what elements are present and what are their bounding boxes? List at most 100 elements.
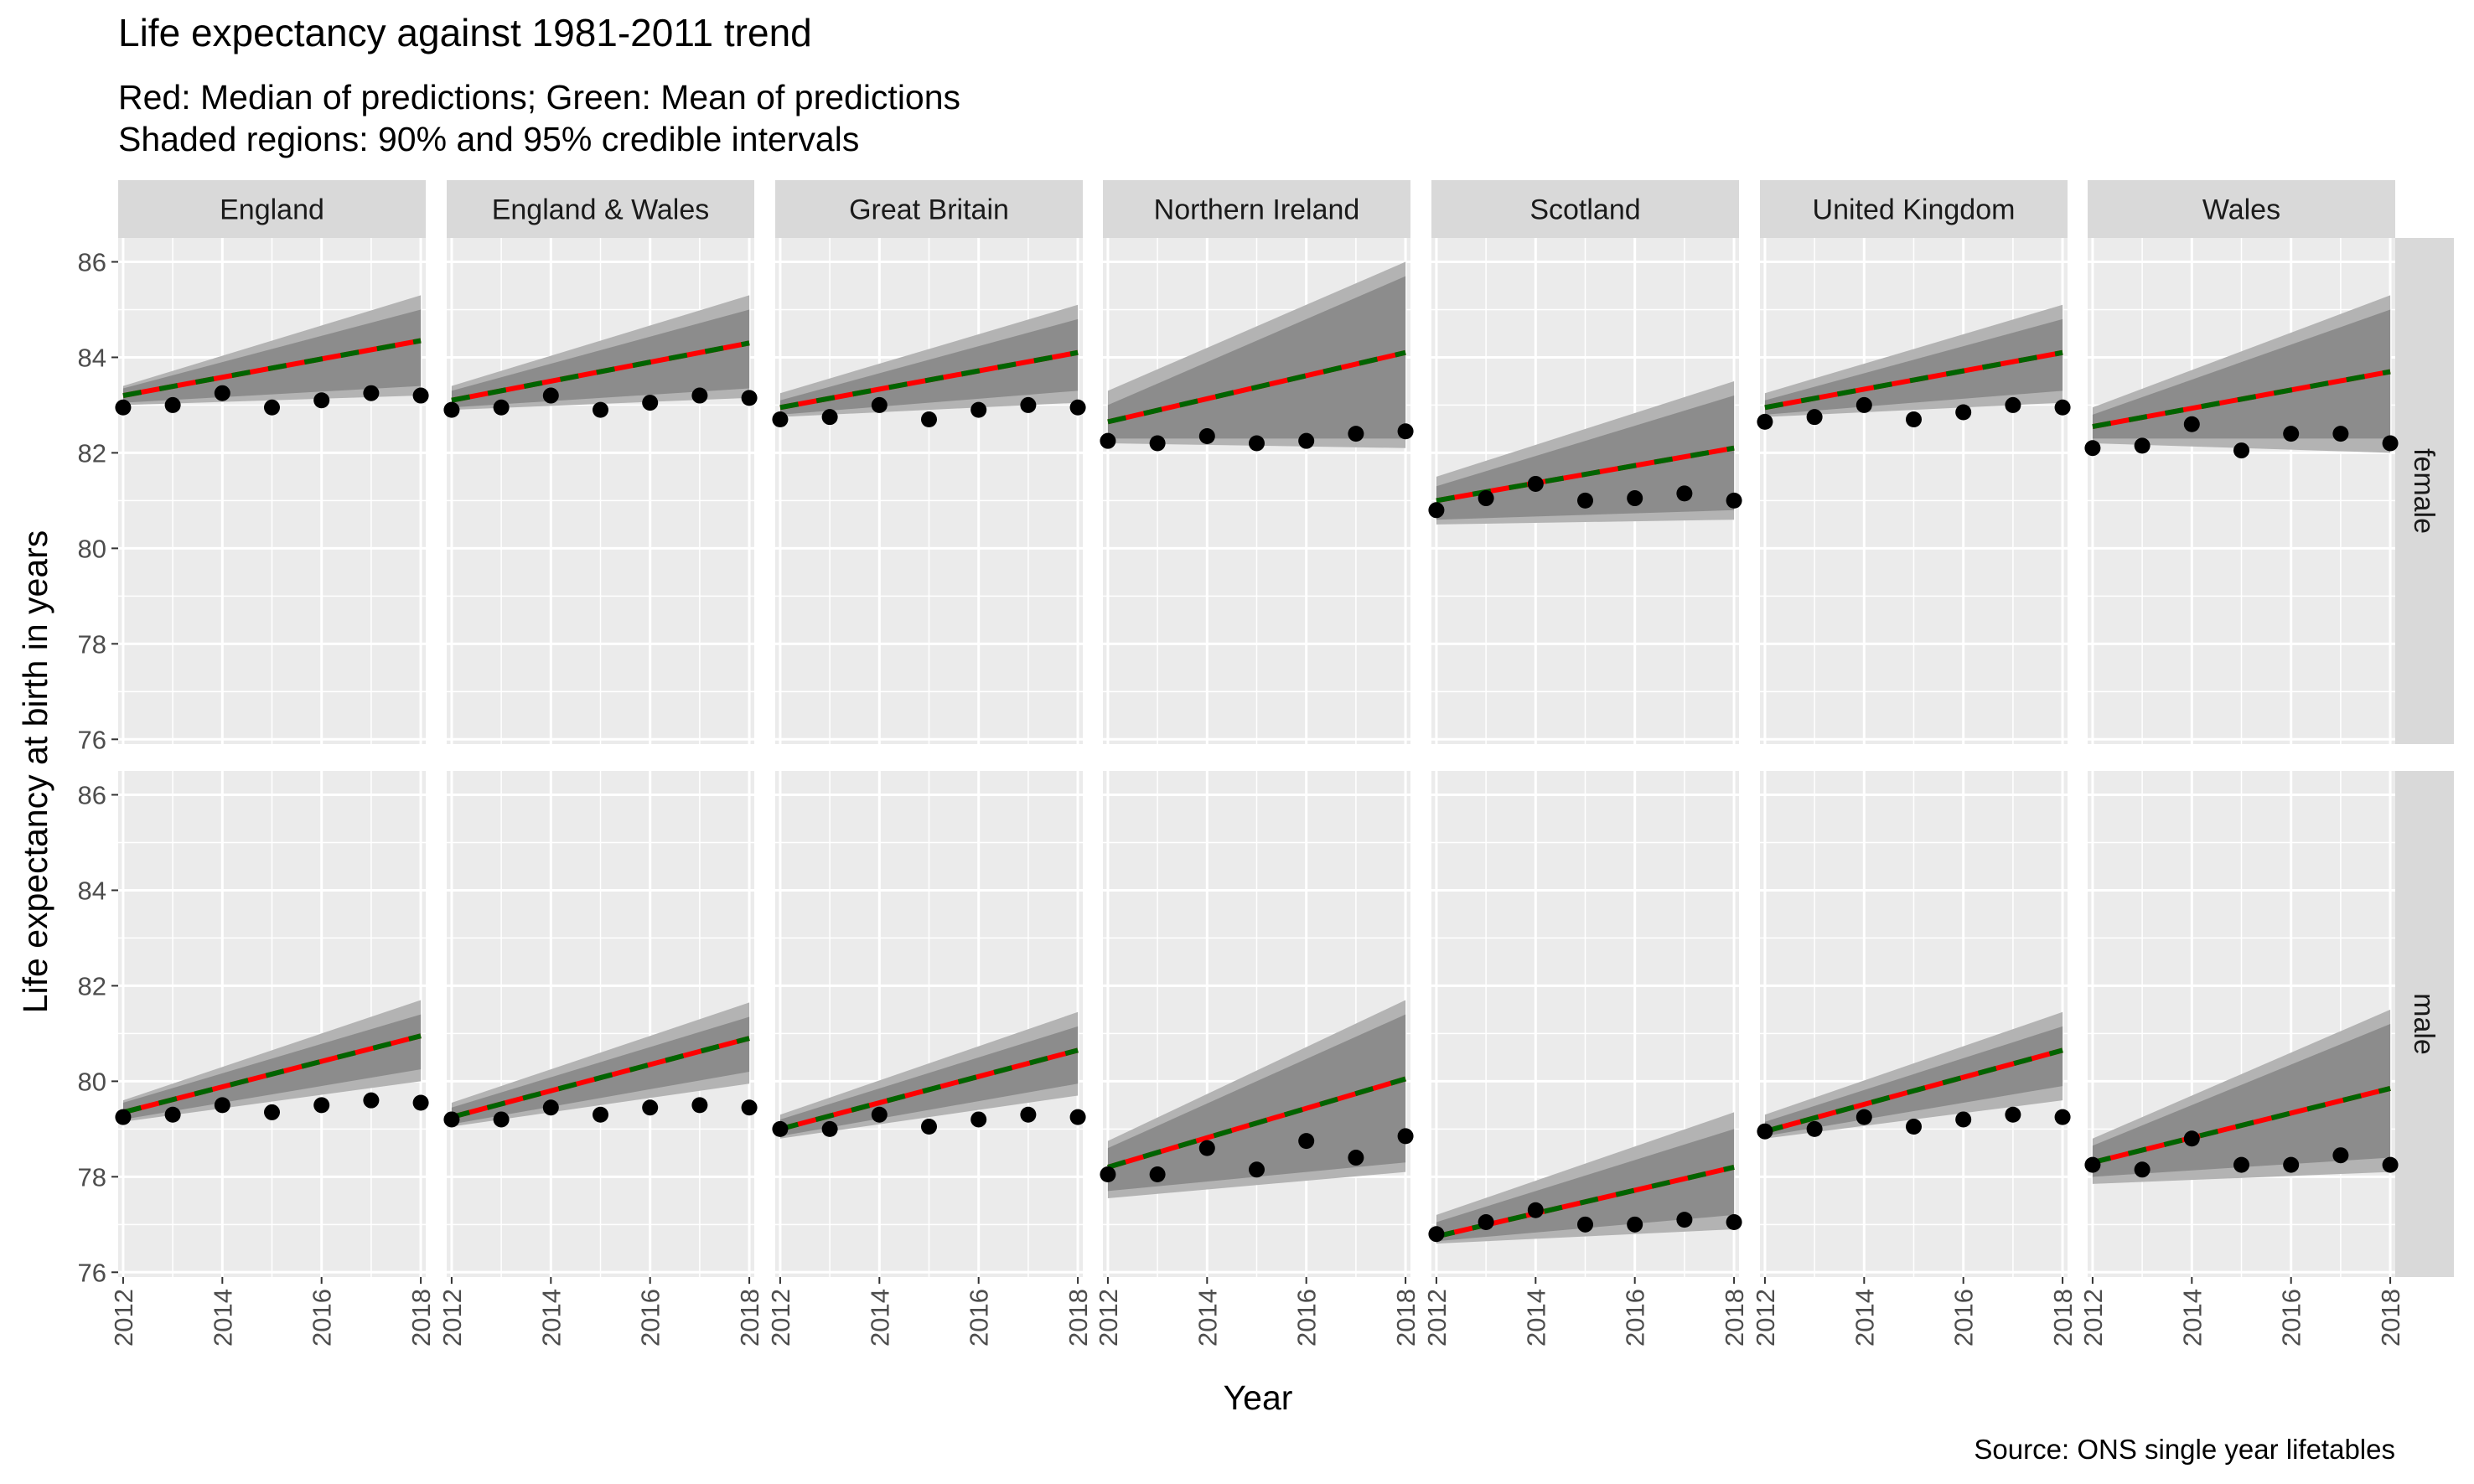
x-tick-label: 2014 (1193, 1289, 1222, 1347)
observed-point-2015 (1577, 492, 1593, 509)
observed-point-2014 (214, 1097, 230, 1114)
x-tick-label: 2018 (2048, 1289, 2078, 1347)
mean-prediction-line (122, 1033, 422, 1115)
x-tick-label: 2016 (308, 1289, 337, 1347)
mean-prediction-line (779, 349, 1079, 411)
x-tick-label: 2012 (109, 1289, 138, 1347)
observed-point-2013 (1149, 435, 1166, 452)
observed-point-2016 (642, 395, 659, 411)
observed-point-2013 (493, 1111, 510, 1128)
observed-point-2018 (1726, 1213, 1742, 1230)
observed-point-2012 (115, 399, 132, 416)
observed-point-2016 (1955, 404, 1972, 421)
observed-point-2016 (970, 401, 987, 418)
observed-point-2013 (1149, 1166, 1166, 1182)
observed-point-2017 (1676, 1212, 1693, 1228)
observed-point-2017 (1020, 396, 1037, 413)
observed-point-2015 (593, 401, 608, 418)
x-tick-label: 2016 (2277, 1289, 2306, 1347)
observed-point-2012 (772, 411, 789, 428)
observed-point-2017 (2005, 396, 2021, 413)
observed-point-2018 (412, 1094, 429, 1111)
observed-point-2012 (2084, 1156, 2101, 1173)
observed-point-2012 (443, 1111, 460, 1128)
observed-point-2014 (1856, 1109, 1872, 1125)
x-tick-label: 2014 (1850, 1289, 1879, 1347)
row-strip-male (2395, 771, 2454, 1277)
strip-scotland (1431, 180, 1739, 238)
observed-point-2017 (2005, 1106, 2021, 1123)
strip-united-kingdom (1760, 180, 2068, 238)
observed-point-2018 (2382, 1156, 2399, 1173)
chart-subtitle-line-2: Shaded regions: 90% and 95% credible int… (118, 120, 859, 158)
y-tick-label: 78 (78, 1162, 106, 1192)
observed-point-2015 (264, 1104, 280, 1120)
observed-point-2015 (1249, 435, 1265, 452)
observed-point-2015 (1577, 1216, 1593, 1233)
observed-point-2012 (1100, 1166, 1116, 1182)
y-tick-label: 78 (78, 629, 106, 659)
observed-point-2015 (1906, 411, 1922, 428)
observed-point-2017 (2332, 1147, 2349, 1164)
observed-point-2014 (1198, 1140, 1215, 1156)
y-tick-label: 86 (78, 780, 106, 809)
observed-point-2015 (1249, 1161, 1265, 1178)
observed-point-2018 (2054, 399, 2071, 416)
observed-point-2014 (1856, 396, 1872, 413)
observed-point-2015 (264, 399, 280, 416)
x-tick-label: 2016 (1949, 1289, 1979, 1347)
y-axis: 76 78 80 82 84 86 76 78 80 82 84 86 (78, 247, 118, 1287)
observed-point-2013 (164, 1106, 181, 1123)
observed-point-2013 (1478, 1213, 1494, 1230)
y-tick-label: 80 (78, 1067, 106, 1096)
observed-point-2018 (1069, 1109, 1086, 1125)
source-caption: Source: ONS single year lifetables (1974, 1434, 2395, 1465)
x-tick-label: 2018 (406, 1289, 436, 1347)
x-tick-label: 2012 (2078, 1289, 2108, 1347)
observed-point-2018 (741, 390, 758, 406)
observed-point-2017 (1676, 485, 1693, 502)
mean-prediction-line (122, 338, 422, 398)
observed-point-2016 (1298, 432, 1315, 449)
x-tick-label: 2016 (1292, 1289, 1322, 1347)
x-tick-label: 2018 (1391, 1289, 1421, 1347)
panel-wales-male (2084, 771, 2399, 1277)
strip-northern-ireland (1103, 180, 1410, 238)
observed-point-2018 (1726, 492, 1742, 509)
y-tick-label: 82 (78, 438, 106, 468)
panel-england-and-wales-female (443, 238, 758, 744)
strip-wales (2088, 180, 2395, 238)
strip-england (118, 180, 426, 238)
observed-point-2014 (1198, 427, 1215, 444)
observed-point-2012 (772, 1120, 789, 1137)
band-90-credible-interval (1764, 318, 2063, 415)
observed-point-2014 (2183, 1130, 2200, 1147)
observed-point-2015 (921, 411, 937, 428)
observed-point-2012 (1428, 502, 1445, 519)
observed-point-2014 (214, 385, 230, 401)
observed-point-2018 (1397, 423, 1414, 440)
row-strip-label-male: male (2408, 993, 2440, 1055)
x-tick-label: 2018 (1720, 1289, 1749, 1347)
observed-point-2014 (871, 396, 888, 413)
observed-point-2016 (1627, 490, 1643, 507)
observed-point-2016 (313, 392, 330, 409)
observed-point-2015 (2233, 442, 2249, 459)
panel-england-and-wales-male (443, 771, 758, 1277)
observed-point-2018 (2382, 435, 2399, 452)
observed-point-2013 (2134, 437, 2151, 454)
observed-point-2017 (1348, 1150, 1364, 1166)
observed-point-2012 (1428, 1226, 1445, 1243)
panel-wales-female (2084, 238, 2399, 744)
panel-northern-ireland-male (1100, 771, 1414, 1277)
observed-point-2013 (493, 399, 510, 416)
observed-point-2017 (1348, 426, 1364, 442)
y-tick-label: 84 (78, 343, 106, 372)
x-tick-label: 2016 (636, 1289, 665, 1347)
observed-point-2012 (443, 401, 460, 418)
observed-point-2016 (2283, 1156, 2300, 1173)
band-90-credible-interval (2092, 1024, 2391, 1177)
x-tick-label: 2012 (1422, 1289, 1452, 1347)
x-tick-label: 2014 (865, 1289, 894, 1347)
